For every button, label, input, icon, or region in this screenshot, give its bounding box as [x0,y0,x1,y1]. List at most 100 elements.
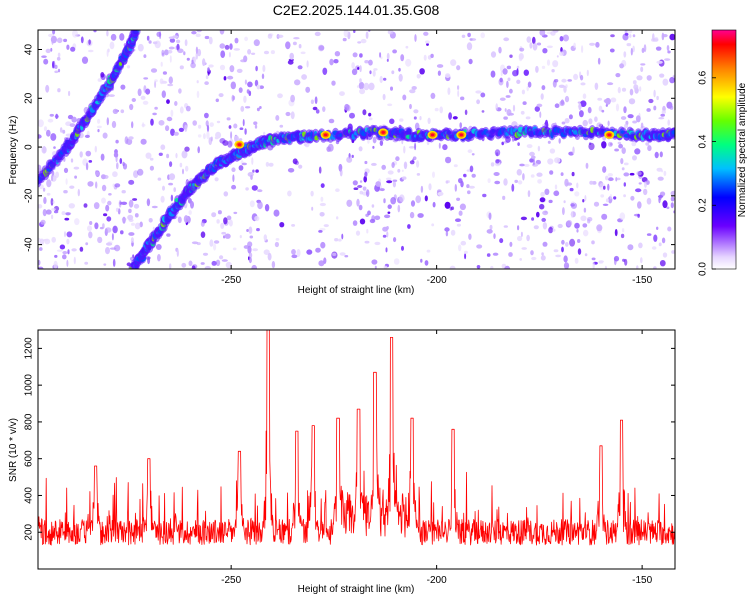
spectrogram-noise-blob [251,264,257,269]
spectrogram-noise-blob [41,55,47,58]
spectrogram-noise-blob [46,192,51,196]
spectrogram-noise-blob [522,101,527,105]
spectrogram-noise-blob [209,239,214,247]
spectrogram-noise-blob [580,215,587,222]
spectrogram-noise-blob [298,44,302,49]
spectrogram-noise-blob [181,150,188,159]
spectrogram-noise-blob [559,51,564,56]
spectrogram-noise-blob [601,213,608,220]
spectrogram-noise-blob [287,168,295,173]
spectrogram-noise-blob [184,146,190,152]
spectrogram-noise-blob [234,135,239,143]
spectrogram-noise-blob [102,132,108,139]
spectrogram-noise-blob [627,114,634,119]
spectrogram-noise-blob [185,105,191,112]
spectrogram-noise-blob [643,188,648,196]
spectrogram-noise-blob [398,67,401,72]
spectrogram-noise-blob [108,94,115,97]
spectrogram-noise-blob [358,81,365,90]
spectrogram-noise-blob [160,144,166,150]
spectrogram-noise-blob [506,65,512,70]
spectrogram-noise-blob [569,238,576,247]
spectrogram-noise-blob [103,263,107,266]
spectrogram-noise-blob [584,253,588,257]
spectrogram-noise-blob [318,166,322,174]
spectrogram-noise-blob [105,247,110,255]
spectrogram-noise-blob [156,31,162,37]
spectrogram-noise-blob [238,138,243,142]
spectrogram-noise-blob [106,242,113,246]
spectrogram-noise-blob [69,185,75,189]
spectrogram-noise-blob [646,75,652,81]
spectrogram-noise-blob [556,55,559,58]
spectrogram-noise-blob [602,203,609,206]
spectrogram-noise-blob [42,209,47,217]
snr-y-tick-label: 800 [24,413,35,430]
spectrogram-noise-blob [131,121,134,129]
spectrogram-noise-blob [386,52,390,60]
spectrogram-noise-blob [264,204,270,212]
spectrogram-noise-blob [337,238,342,242]
spectrogram-noise-blob [74,218,80,226]
spectrogram-noise-blob [445,73,451,78]
spectrogram-noise-blob [544,210,548,214]
spectrogram-noise-blob [257,201,263,210]
spectrogram-noise-blob [531,256,537,261]
spectrogram-noise-blob [259,85,264,89]
spectrogram-noise-blob [587,106,592,114]
spectrogram-noise-blob [529,158,534,163]
spectrogram-noise-blob [549,170,554,175]
spectrogram-noise-blob [334,51,341,57]
spectrogram-noise-blob [173,187,176,193]
spectrogram-noise-blob [190,201,194,209]
spectrogram-noise-blob [137,88,142,97]
spectrogram-noise-blob [291,224,296,227]
snr-frame [37,329,676,570]
spectrogram-noise-blob [47,118,54,123]
spectrogram-y-tick-label: -20 [24,188,35,203]
spectrogram-noise-blob [563,255,568,263]
spectrogram-noise-blob [339,91,345,96]
spectrogram-noise-blob [516,169,522,176]
spectrogram-noise-blob [185,165,189,172]
spectrogram-noise-blob [59,244,66,250]
spectrogram-noise-blob [178,88,182,94]
spectrogram-noise-blob [97,129,100,133]
spectrogram-noise-blob [359,78,362,83]
spectrogram-noise-blob [416,74,421,79]
spectrogram-noise-blob [392,181,396,188]
spectrogram-noise-blob [353,30,356,33]
spectrogram-noise-blob [658,117,665,120]
spectrogram-noise-blob [572,146,575,155]
spectrogram-noise-blob [206,124,210,132]
spectrogram-noise-blob [589,180,594,185]
spectrogram-noise-blob [362,109,367,116]
spectrogram-noise-blob [343,30,349,38]
spectrogram-noise-blob [503,37,510,42]
spectrogram-noise-blob [358,146,363,152]
spectrogram-noise-blob [38,204,43,209]
colorbar-label: Normalized spectral amplitude [737,82,748,217]
spectrogram-noise-blob [81,56,89,64]
spectrogram-noise-blob [305,86,311,93]
spectrogram-noise-blob [166,233,171,237]
spectrogram-noise-blob [400,54,405,62]
spectrogram-noise-blob [610,34,615,38]
spectrogram-noise-blob [183,215,189,223]
spectrogram-noise-blob [553,190,560,197]
spectrogram-noise-blob [573,73,579,80]
spectrogram-noise-blob [244,36,249,42]
spectrogram-noise-blob [656,60,663,64]
spectrogram-noise-blob [356,85,360,88]
spectrogram-noise-blob [530,250,534,256]
spectrogram-noise-blob [419,68,425,75]
spectrogram-noise-blob [432,201,436,208]
spectrogram-noise-blob [128,232,135,236]
spectrogram-noise-blob [306,60,309,68]
spectrogram-noise-blob [166,153,170,159]
spectrogram-noise-blob [519,47,525,52]
spectrogram-noise-blob [509,54,513,58]
spectrogram-noise-blob [351,62,355,69]
spectrogram-noise-blob [231,94,235,102]
spectrogram-noise-blob [131,222,135,226]
